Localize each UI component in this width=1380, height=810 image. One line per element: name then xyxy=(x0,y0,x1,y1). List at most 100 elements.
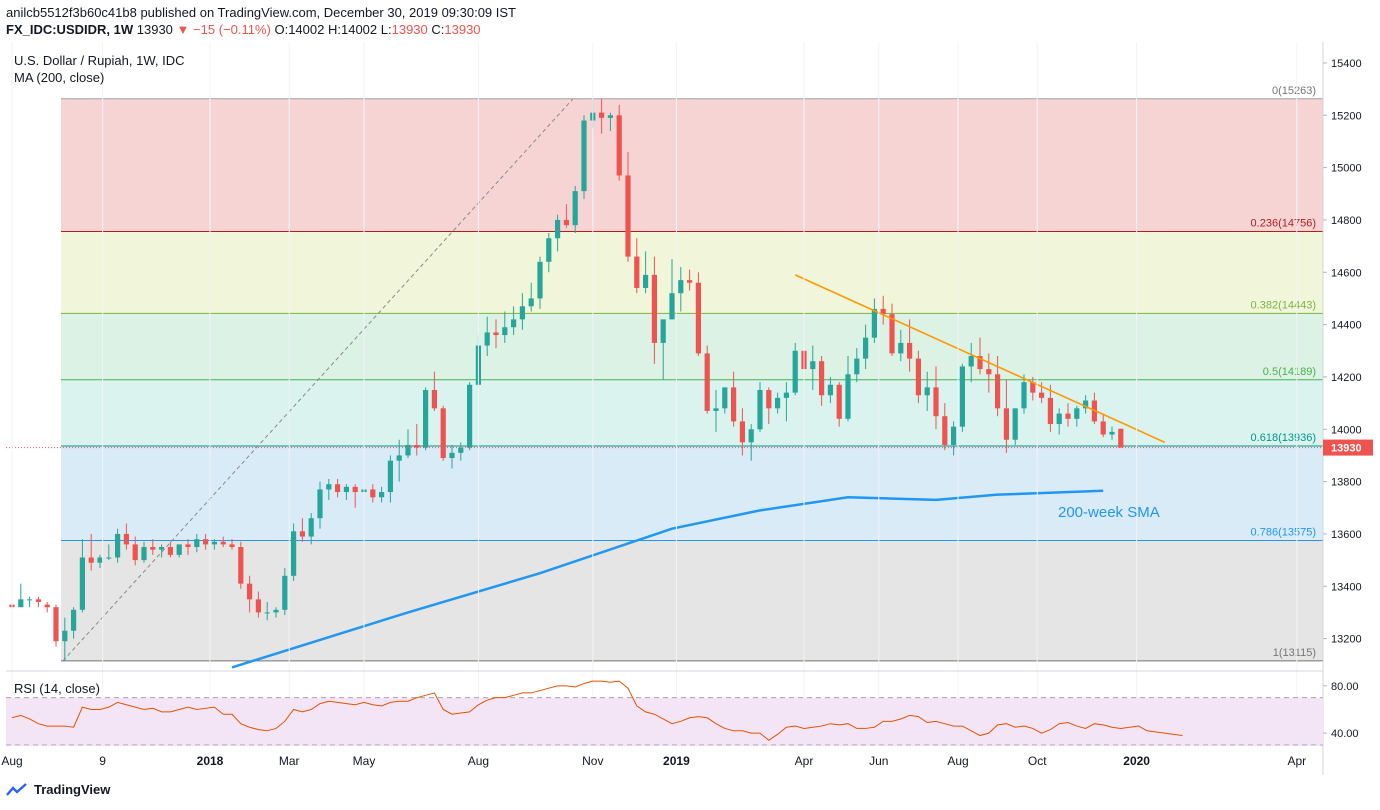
candle xyxy=(528,298,534,307)
candle xyxy=(748,429,754,443)
candle xyxy=(352,486,358,493)
candle xyxy=(35,599,41,602)
candle xyxy=(933,387,939,417)
fib-band xyxy=(61,98,1323,232)
y-tick-label: 15200 xyxy=(1331,110,1362,122)
open-label: O: xyxy=(274,22,289,37)
candle xyxy=(907,342,913,359)
candle xyxy=(493,332,499,336)
candle xyxy=(282,575,288,610)
candle xyxy=(467,384,473,448)
brand-name: TradingView xyxy=(34,782,111,797)
y-tick-label: 14600 xyxy=(1331,267,1362,279)
candle xyxy=(440,408,446,459)
main-pane: 0(15263) 0.236(14756) 0.382(14443) 0.5(1418… xyxy=(6,85,1323,669)
candle xyxy=(53,607,59,642)
rsi-band xyxy=(6,697,1323,745)
candle xyxy=(537,261,543,299)
last-price: 13930 xyxy=(136,22,173,37)
candle xyxy=(18,599,24,608)
candle xyxy=(229,544,235,548)
candle xyxy=(704,353,710,411)
candle xyxy=(387,460,393,493)
candle xyxy=(687,280,693,283)
symbol-ohlc-line: FX_IDC:USDIDR, 1W 13930 ▼ −15 (−0.11%) O… xyxy=(6,22,481,37)
candle xyxy=(915,358,921,396)
candle xyxy=(581,120,587,192)
candle xyxy=(27,599,33,601)
candle xyxy=(968,356,974,367)
candle xyxy=(1047,397,1053,425)
candle xyxy=(863,337,869,359)
candle xyxy=(88,557,94,563)
x-tick-label: Jun xyxy=(869,754,888,768)
candle xyxy=(572,191,578,226)
candle xyxy=(1109,431,1115,435)
candle xyxy=(722,387,728,409)
candle xyxy=(845,374,851,419)
rsi-tick-label: 80.00 xyxy=(1331,681,1359,693)
interval: 1W xyxy=(113,22,134,37)
sma-annotation: 200-week SMA xyxy=(1058,504,1160,521)
open-value: 14002 xyxy=(288,22,325,37)
candle xyxy=(660,319,666,343)
candle xyxy=(1083,400,1089,409)
candle xyxy=(247,583,253,600)
y-tick-label: 15000 xyxy=(1331,163,1362,175)
y-tick-label: 14800 xyxy=(1331,215,1362,227)
candle xyxy=(563,219,569,226)
candle xyxy=(836,384,842,419)
candle xyxy=(986,369,992,375)
tradingview-logo[interactable]: TradingView xyxy=(6,782,110,797)
candle xyxy=(924,387,930,396)
candle xyxy=(1065,413,1071,419)
candle xyxy=(449,452,455,459)
candle xyxy=(1003,408,1009,440)
candle xyxy=(625,175,631,257)
candle xyxy=(616,115,622,176)
x-tick-label: Aug xyxy=(1,754,22,768)
candle xyxy=(731,387,737,422)
candle xyxy=(634,256,640,288)
publisher-line: anilcb5512f3b60c41b8 published on Tradin… xyxy=(6,5,517,20)
high-label: H: xyxy=(327,22,341,37)
candle xyxy=(1100,421,1106,435)
resistance-trendline xyxy=(794,274,1166,444)
candle xyxy=(431,390,437,409)
candle xyxy=(317,489,323,519)
candle xyxy=(176,544,182,555)
candle xyxy=(299,531,305,537)
candle xyxy=(713,408,719,411)
candle xyxy=(132,544,138,561)
candle xyxy=(757,390,763,430)
candle xyxy=(977,356,983,370)
main-legend-title: U.S. Dollar / Rupiah, 1W, IDC xyxy=(14,53,185,68)
fib-band xyxy=(61,313,1323,380)
candle xyxy=(44,604,50,608)
candle xyxy=(1056,413,1062,425)
last-price-box xyxy=(1323,439,1373,456)
candle xyxy=(519,306,525,320)
candle xyxy=(423,390,429,448)
candle xyxy=(185,544,191,548)
candle xyxy=(273,609,279,613)
candle xyxy=(792,350,798,393)
candle xyxy=(62,630,68,642)
y-tick-label: 13200 xyxy=(1331,634,1362,646)
candle xyxy=(643,274,649,288)
candle xyxy=(546,238,552,262)
x-tick-label: 2019 xyxy=(663,754,690,768)
x-tick-label: Nov xyxy=(582,754,603,768)
low-label: L: xyxy=(380,22,392,37)
low-value: 13930 xyxy=(391,22,428,37)
candle xyxy=(854,358,860,375)
rsi-legend: RSI (14, close) xyxy=(14,681,100,696)
candle xyxy=(995,374,1001,409)
candle xyxy=(106,557,112,559)
fib-label: 0.236(14756) xyxy=(1251,217,1316,229)
candle xyxy=(1030,382,1036,393)
rsi-line xyxy=(11,680,1183,741)
candle xyxy=(203,539,209,545)
candle xyxy=(343,486,349,493)
